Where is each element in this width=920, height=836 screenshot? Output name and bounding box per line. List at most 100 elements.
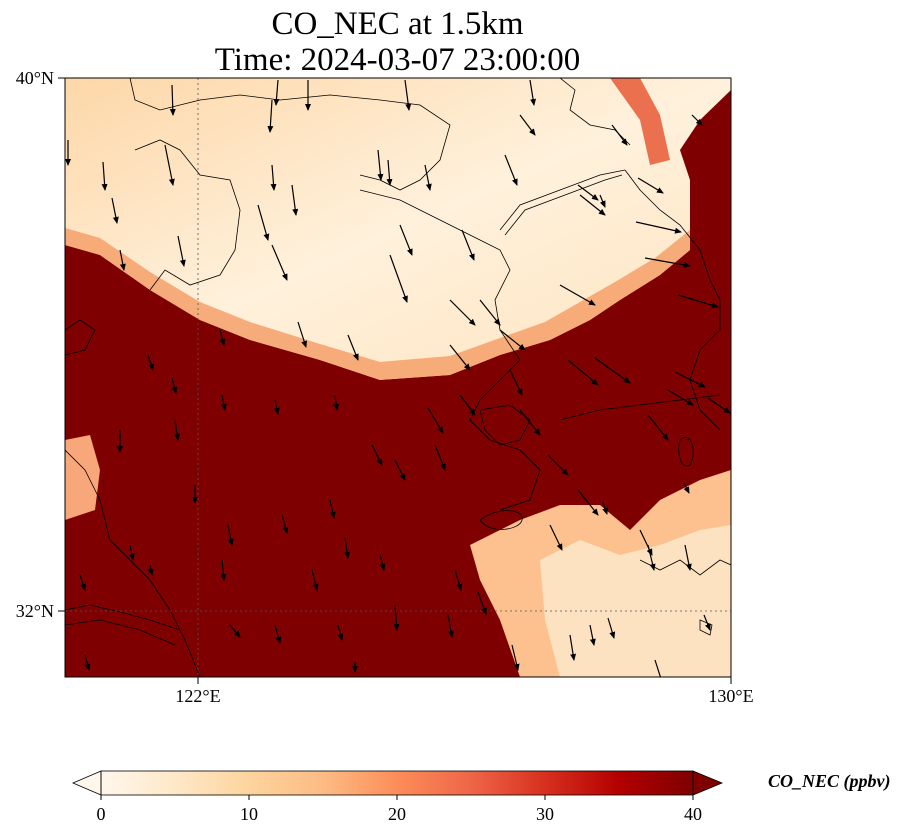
wind-vector: [635, 221, 682, 234]
wind-vector: [164, 144, 175, 186]
wind-vector: [579, 194, 606, 216]
wind-vector: [424, 164, 432, 191]
wind-vector: [511, 644, 520, 671]
wind-vector: [477, 591, 487, 615]
wind-vector: [274, 624, 282, 644]
wind-vector: [297, 321, 308, 348]
wind-vector: [84, 654, 91, 671]
lat-tick-40n: 40°N: [16, 68, 54, 88]
wind-vector: [684, 544, 692, 571]
wind-vector: [447, 614, 454, 638]
lon-tick-130e: 130°E: [708, 686, 753, 706]
axis-ticks: [58, 77, 732, 684]
wind-vector: [281, 514, 289, 534]
colorbar-tick-30: 30: [536, 804, 554, 824]
wind-vector: [519, 114, 536, 136]
wind-vector: [509, 369, 523, 396]
colorbar: 0 10 20 30 40: [71, 770, 724, 824]
plume-edge-fringe: [65, 228, 690, 380]
wind-vector: [589, 624, 596, 646]
wind-vector: [504, 154, 518, 186]
wind-vector: [519, 409, 541, 436]
ne-orange-stripe: [610, 78, 670, 165]
wind-vector: [677, 294, 719, 309]
wind-vector: [101, 161, 108, 191]
wind-vector: [647, 414, 669, 441]
wind-vector: [691, 114, 703, 126]
wind-vector: [174, 419, 181, 441]
wind-vector: [547, 454, 569, 476]
wind-vector: [499, 329, 526, 351]
wind-vector: [559, 284, 596, 306]
wind-vector: [393, 604, 400, 631]
wind-vector: [171, 377, 178, 394]
wind-vector: [227, 524, 234, 546]
wind-vector: [377, 149, 384, 181]
wind-vector: [399, 224, 413, 256]
wind-vector: [219, 329, 226, 346]
wind-vector: [79, 574, 86, 591]
colorbar-min-extend: [71, 770, 102, 796]
wind-vector: [461, 229, 475, 261]
wind-vector: [654, 659, 662, 677]
wind-vector: [404, 79, 412, 111]
low-co-west: [65, 435, 100, 520]
wind-vector: [273, 399, 280, 415]
wind-vector: [169, 84, 176, 116]
lon-tick-122e: 122°E: [175, 686, 220, 706]
wind-vector: [394, 459, 406, 481]
wind-vector: [683, 482, 690, 494]
wind-vector: [454, 569, 463, 591]
wind-vector: [271, 244, 288, 281]
wind-vector: [291, 184, 299, 216]
wind-vector: [577, 184, 599, 201]
low-co-southeast-inner: [540, 525, 731, 677]
wind-vector: [111, 197, 119, 224]
wind-vector: [344, 537, 351, 559]
wind-vector: [371, 444, 383, 466]
wind-vector: [386, 159, 393, 186]
wind-vector: [459, 394, 476, 416]
wind-vector: [119, 249, 126, 271]
map-title-line1: CO_NEC at 1.5km: [271, 6, 524, 42]
wind-vector: [647, 544, 656, 571]
wind-vector: [337, 624, 344, 641]
wind-vector: [311, 569, 319, 591]
wind-vector: [611, 124, 628, 146]
wind-vector: [267, 99, 274, 133]
wind-vector: [637, 177, 664, 194]
wind-vector: [427, 407, 444, 434]
wind-vector: [177, 235, 186, 267]
wind-vector: [220, 559, 227, 581]
wind-vector: [147, 354, 154, 371]
wind-vector: [703, 614, 711, 631]
colorbar-tick-10: 10: [240, 804, 258, 824]
wind-vector: [389, 254, 408, 303]
wind-vector: [128, 544, 135, 561]
wind-vector: [599, 194, 606, 208]
wind-vector: [674, 371, 706, 388]
colorbar-tick-0: 0: [97, 804, 106, 824]
wind-vector: [594, 357, 631, 384]
wind-vector: [329, 499, 336, 519]
wind-vector: [379, 554, 386, 571]
wind-vector: [569, 634, 577, 661]
wind-vector: [529, 79, 537, 106]
lat-tick-32n: 32°N: [16, 601, 54, 621]
co-field: [65, 78, 731, 677]
wind-vector: [270, 164, 277, 191]
wind-vector: [602, 501, 608, 515]
colorbar-label: CO_NEC (ppbv): [768, 771, 891, 791]
wind-vector: [479, 299, 501, 326]
low-co-plume: [65, 78, 731, 380]
wind-vector: [347, 334, 359, 361]
wind-vector: [273, 79, 280, 106]
wind-vector: [434, 444, 446, 471]
wind-vector: [549, 524, 563, 551]
wind-vector: [147, 564, 154, 576]
wind-vector: [449, 344, 471, 371]
wind-vector: [707, 397, 731, 414]
colorbar-tick-40: 40: [684, 804, 702, 824]
wind-vector: [220, 394, 227, 411]
